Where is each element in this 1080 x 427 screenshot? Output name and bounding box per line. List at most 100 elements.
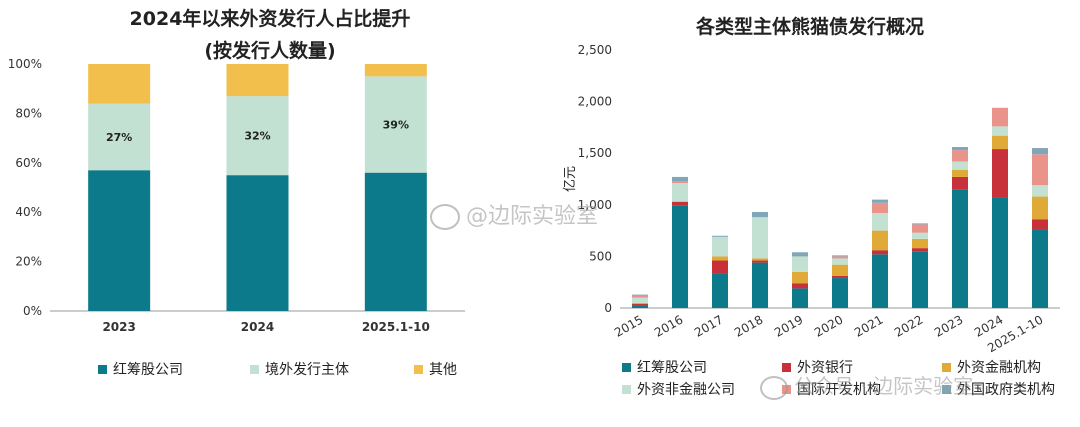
bar-segment [712,235,728,237]
bar-segment [752,262,768,308]
bar-segment [1032,196,1048,220]
y-tick-label: 0% [23,304,42,318]
y-tick-label: 1,000 [578,198,612,212]
bar-segment [872,199,888,203]
bar-segment [872,230,888,251]
bar-segment [912,248,928,252]
bar-segment [952,189,968,308]
legend-item-offshore-issuer: 境外发行主体 [250,359,349,379]
y-tick-label: 40% [15,205,42,219]
bar-segment [792,256,808,272]
bar-segment [632,297,648,303]
y-tick-label: 500 [589,249,612,263]
legend-item-foreign-government: 外国政府类机构 [942,379,1055,399]
x-tick-label: 2023 [102,320,135,334]
bar-segment [672,201,688,206]
x-tick-label: 2024 [241,320,274,334]
bar-segment [88,64,151,104]
bar-segment [992,197,1008,308]
legend-swatch [942,384,951,394]
bar-segment [832,256,848,259]
bar-segment [1032,219,1048,230]
y-tick-label: 20% [15,255,42,269]
bar-segment [1032,185,1048,197]
bar-segment [632,295,648,298]
bar-segment [872,254,888,308]
bar-segment [712,273,728,308]
bar-segment [952,161,968,170]
legend-item-foreign-financial: 外资金融机构 [942,357,1041,377]
bar-segment [752,217,768,259]
x-tick-label: 2021 [852,312,885,339]
bar-segment [832,258,848,265]
bar-segment [792,271,808,284]
legend-swatch [622,384,631,394]
bar-segment [832,278,848,308]
legend-label: 外资银行 [797,360,853,376]
y-tick-label: 80% [15,106,42,120]
x-tick-label: 2019 [772,312,805,339]
legend-label: 外资非金融公司 [637,382,735,398]
legend-swatch [98,364,107,374]
left-chart-plot: 0% 20% 40% 60% 80% 100% 27% 2023 32% 2024 39% 2025.… [8,57,465,334]
legend-item-red-chip: 红筹股公司 [98,359,183,379]
y-tick-label: 0 [604,301,612,315]
bar-segment [226,175,289,311]
bar-segment [872,213,888,231]
x-tick-label: 2017 [692,312,725,339]
x-tick-label: 2025.1-10 [362,320,430,334]
bar-segment [792,252,808,257]
legend-label: 国际开发机构 [797,382,881,398]
right-chart-panel: 各类型主体熊猫债发行概况 0 500 1,000 1,500 2,000 2,500 亿元 2… [540,0,1080,427]
bar-segment [952,169,968,177]
bar-segment [872,202,888,214]
left-chart-title: 2024年以来外资发行人占比提升 [129,8,411,30]
y-tick-label: 2,000 [578,95,612,109]
bar-segment [672,181,688,184]
bar-segment [912,251,928,308]
legend-label: 外国政府类机构 [957,382,1055,398]
bar-segment [88,103,151,171]
legend-item-red-chip: 红筹股公司 [622,357,707,377]
bar-segment [1032,148,1048,155]
y-tick-label: 100% [8,57,42,71]
bar-segment [1032,154,1048,186]
bar-segment [1032,229,1048,308]
bar-segment [992,135,1008,150]
legend-swatch [250,364,259,374]
bar-segment [872,250,888,255]
legend-label: 外资金融机构 [957,360,1041,376]
x-tick-label: 2020 [812,312,845,339]
right-chart-plot: 0 500 1,000 1,500 2,000 2,500 亿元 2015 2016 2017 20… [563,43,1060,355]
bar-segment [832,276,848,279]
data-label: 32% [244,130,270,143]
bar-segment [632,305,648,308]
y-tick-label: 1,500 [578,146,612,160]
bar-segment [672,183,688,202]
x-tick-label: 2022 [892,312,925,339]
bar-segment [632,303,648,306]
left-chart-subtitle: (按发行人数量) [204,40,336,62]
y-tick-label: 60% [15,156,42,170]
bar-segment [992,107,1008,127]
right-chart-title: 各类型主体熊猫债发行概况 [695,16,924,38]
legend-item-intl-development: 国际开发机构 [782,379,881,399]
y-axis-label: 亿元 [563,166,578,192]
x-tick-label: 2023 [932,312,965,339]
bar-segment [632,294,648,296]
bar-segment [912,224,928,233]
bar-segment [712,256,728,261]
bar-segment [672,205,688,308]
bar-segment [952,147,968,151]
bar-segment [792,283,808,289]
legend-item-other: 其他 [414,359,457,379]
left-chart-panel: 2024年以来外资发行人占比提升 (按发行人数量) 0% 20% 40% 60% 80%… [8,8,465,379]
x-tick-label: 2016 [652,312,685,339]
legend-item-foreign-nonfinancial: 外资非金融公司 [622,379,735,399]
bar-segment [792,288,808,308]
bar-segment [912,232,928,239]
bar-segment [912,238,928,249]
legend-label: 其他 [429,362,457,378]
bar-segment [832,255,848,257]
bar-segment [912,223,928,225]
